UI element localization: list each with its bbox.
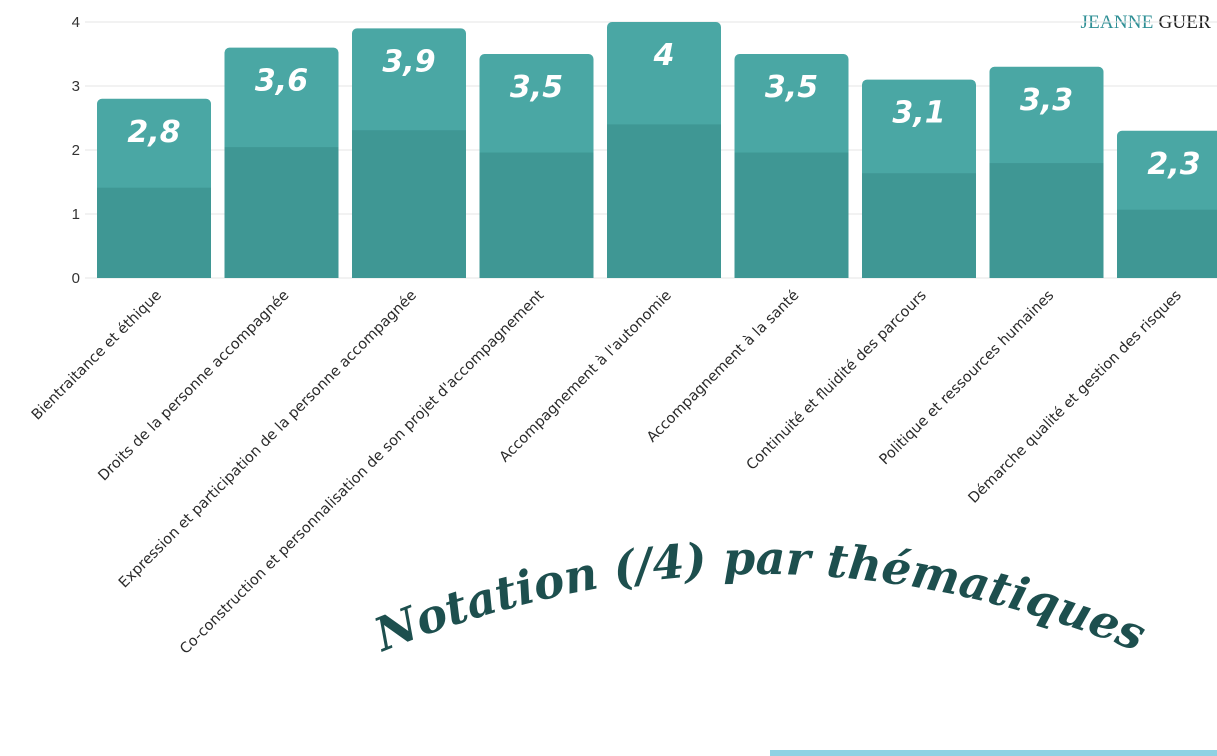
y-tick-label: 3 — [72, 78, 80, 95]
bar-shade — [1117, 209, 1217, 278]
bar-value-label: 2,8 — [127, 115, 180, 150]
bar-value-label: 3,1 — [892, 96, 945, 131]
x-category-label: Accompagnement à la santé — [644, 287, 802, 445]
bar-shade — [607, 124, 721, 279]
bar-group: 4 — [607, 22, 721, 279]
bar-group: 2,3 — [1117, 130, 1217, 278]
bar-shade — [862, 173, 976, 278]
chart-title: Notation (/4) par thématiques — [365, 531, 1153, 663]
bar-value-label: 3,5 — [510, 70, 563, 105]
y-tick-label: 0 — [72, 270, 80, 287]
bar-group: 2,8 — [97, 98, 211, 278]
bar-shade — [989, 163, 1104, 278]
bar-shade — [224, 147, 339, 278]
bar-shade — [479, 152, 594, 278]
bar-shade — [352, 130, 466, 278]
bar-shade — [734, 152, 849, 278]
bar-value-label: 3,3 — [1020, 83, 1073, 118]
bar-value-label: 3,5 — [765, 70, 818, 105]
bar-group: 3,1 — [862, 79, 976, 278]
y-tick-layer: 0 1 2 3 4 — [72, 14, 80, 287]
bar-value-label: 3,6 — [255, 64, 308, 99]
bar-group: 3,9 — [352, 28, 466, 279]
y-tick-label: 2 — [72, 142, 80, 159]
chart-title-text: Notation (/4) par thématiques — [365, 531, 1153, 663]
bar-group: 3,3 — [989, 66, 1104, 278]
bar-value-label: 2,3 — [1147, 147, 1200, 182]
y-tick-label: 4 — [72, 14, 80, 31]
x-category-label: Expression et participation de la person… — [116, 287, 420, 591]
bar-group: 3,5 — [734, 54, 849, 278]
x-category-label: Bientraitance et éthique — [29, 287, 165, 423]
bar-value-label: 3,9 — [382, 44, 435, 79]
bar-layer: 2,8 3,6 3,9 3,5 4 3,5 3,1 3,3 2,3 — [97, 22, 1217, 279]
bottom-decor-strip — [770, 750, 1217, 756]
bar-group: 3,5 — [479, 54, 594, 278]
bar-group: 3,6 — [224, 47, 339, 278]
bar-shade — [97, 187, 211, 278]
y-tick-label: 1 — [72, 206, 80, 223]
bar-value-label: 4 — [653, 38, 675, 73]
x-category-label: Démarche qualité et gestion des risques — [966, 288, 1185, 507]
